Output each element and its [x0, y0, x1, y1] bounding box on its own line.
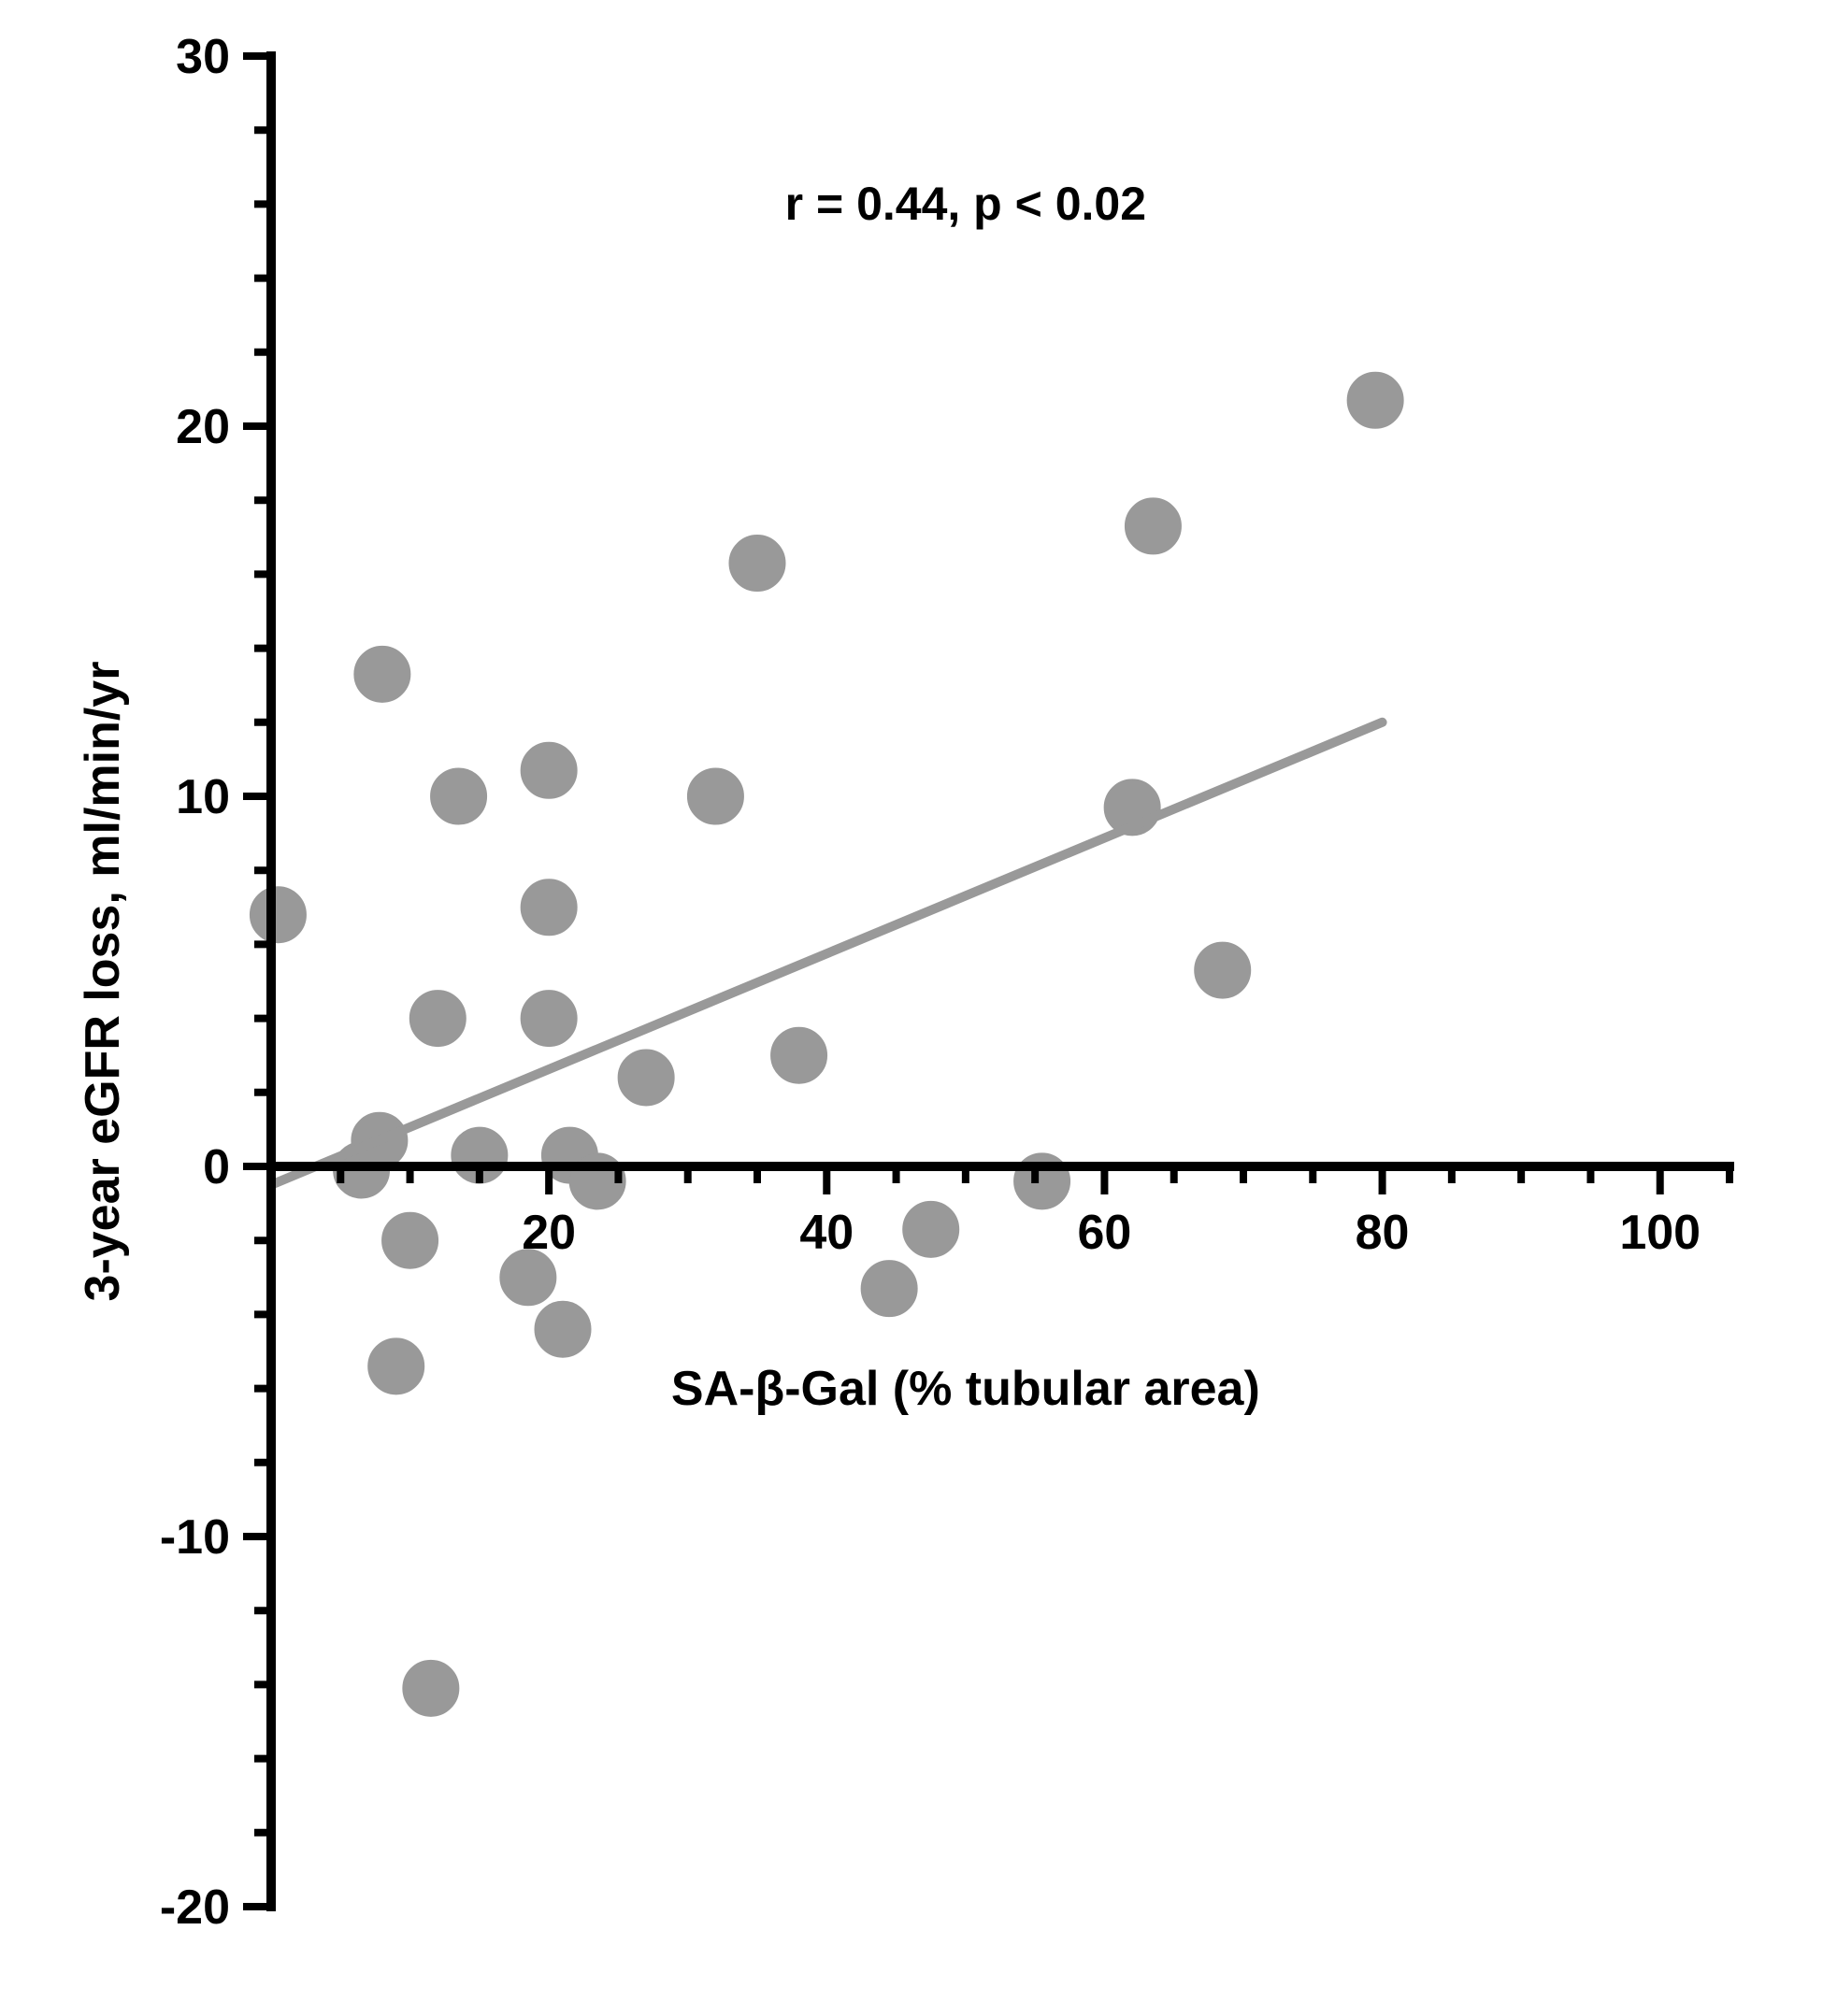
y-tick-label: 0: [203, 1140, 230, 1194]
y-tick-label: -10: [160, 1510, 230, 1565]
scatter-chart: 20 40 60 80 100 -20 -10 0 10 20 30: [0, 0, 1823, 2016]
data-point: [521, 879, 577, 936]
data-point: [431, 768, 487, 824]
y-axis-label: 3-year eGFR loss, ml/min/yr: [75, 662, 131, 1302]
chart-container: 20 40 60 80 100 -20 -10 0 10 20 30 3-year eGFR los…: [0, 0, 1823, 2016]
x-tick-label: 60: [1078, 1206, 1132, 1260]
x-tick-label: 40: [799, 1206, 854, 1260]
y-tick-label: 30: [176, 30, 230, 84]
data-point: [903, 1201, 959, 1257]
y-tick-label: 10: [176, 770, 230, 824]
correlation-annotation: r = 0.44, p < 0.02: [785, 177, 1146, 231]
data-point: [250, 887, 306, 943]
data-point: [618, 1050, 674, 1106]
y-tick-label: 20: [176, 400, 230, 454]
data-point: [409, 991, 466, 1047]
data-point: [354, 646, 410, 702]
data-point: [1125, 498, 1181, 554]
data-point: [771, 1027, 827, 1083]
data-point: [861, 1261, 917, 1317]
data-point: [687, 768, 743, 824]
x-tick-label: 100: [1619, 1206, 1701, 1260]
data-point: [729, 536, 785, 592]
x-tick-label: 20: [522, 1206, 576, 1260]
data-point: [535, 1301, 591, 1357]
y-tick-label: -20: [160, 1880, 230, 1935]
x-tick-label: 80: [1356, 1206, 1410, 1260]
data-point: [403, 1660, 459, 1716]
data-point: [382, 1212, 438, 1268]
data-point: [368, 1338, 424, 1394]
data-point: [521, 742, 577, 798]
data-point: [1195, 942, 1251, 998]
x-axis-label: SA-β-Gal (% tubular area): [671, 1361, 1260, 1417]
data-point: [521, 991, 577, 1047]
data-point: [1014, 1153, 1070, 1209]
data-point: [1347, 372, 1403, 428]
